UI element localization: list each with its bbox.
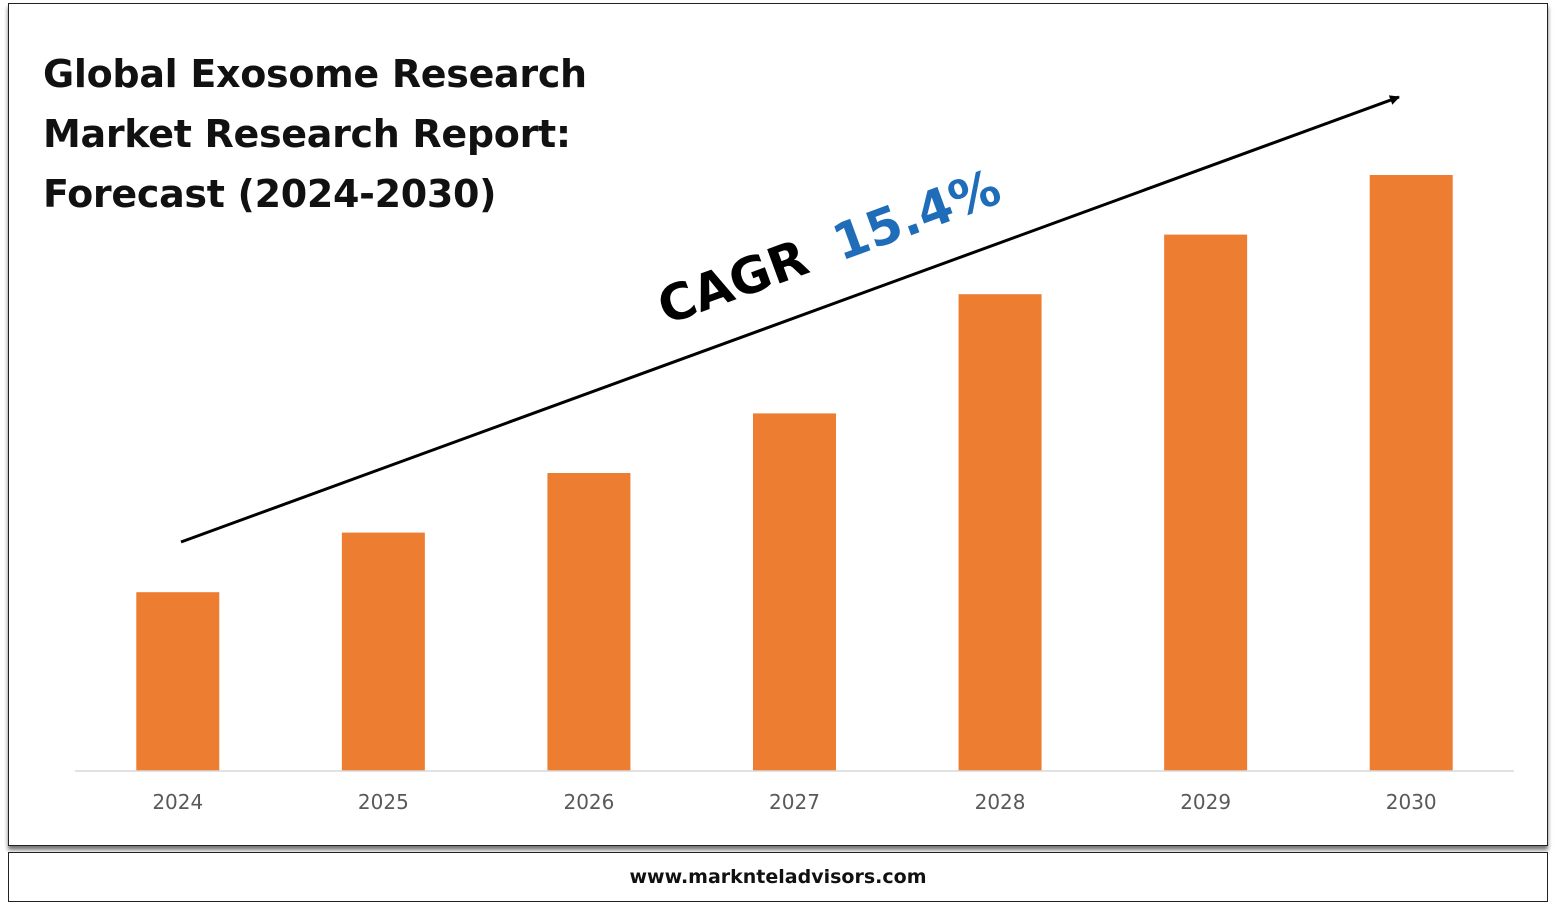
tick-label-2024: 2024 [152,790,203,814]
trend-arrow [180,95,1400,544]
bar-2025 [341,532,425,771]
footer-url: www.marknteladvisors.com [629,866,927,888]
cagr-value: 15.4% [825,158,1008,272]
tick-label-2028: 2028 [975,790,1026,814]
bars-group [136,175,1453,772]
tick-labels-group: 2024 2025 2026 2027 2028 2029 2030 [152,790,1436,814]
cagr-annotation: CAGR 15.4% [650,158,1008,336]
bar-2029 [1164,234,1248,772]
bar-2024 [136,592,220,771]
footer-bar: www.marknteladvisors.com [8,852,1548,902]
bar-2028 [958,294,1042,771]
chart-title-line-3: Forecast (2024-2030) [43,172,497,216]
chart-title-line-2: Market Research Report: [43,112,571,156]
bar-2026 [547,473,631,771]
bar-2027 [753,413,836,771]
tick-label-2029: 2029 [1180,790,1231,814]
tick-label-2027: 2027 [769,790,820,814]
tick-label-2025: 2025 [358,790,409,814]
bar-2030 [1369,175,1453,771]
tick-label-2026: 2026 [563,790,614,814]
chart-title: Global Exosome Research Market Research … [43,44,663,224]
chart-title-line-1: Global Exosome Research [43,52,587,96]
tick-label-2030: 2030 [1386,790,1437,814]
